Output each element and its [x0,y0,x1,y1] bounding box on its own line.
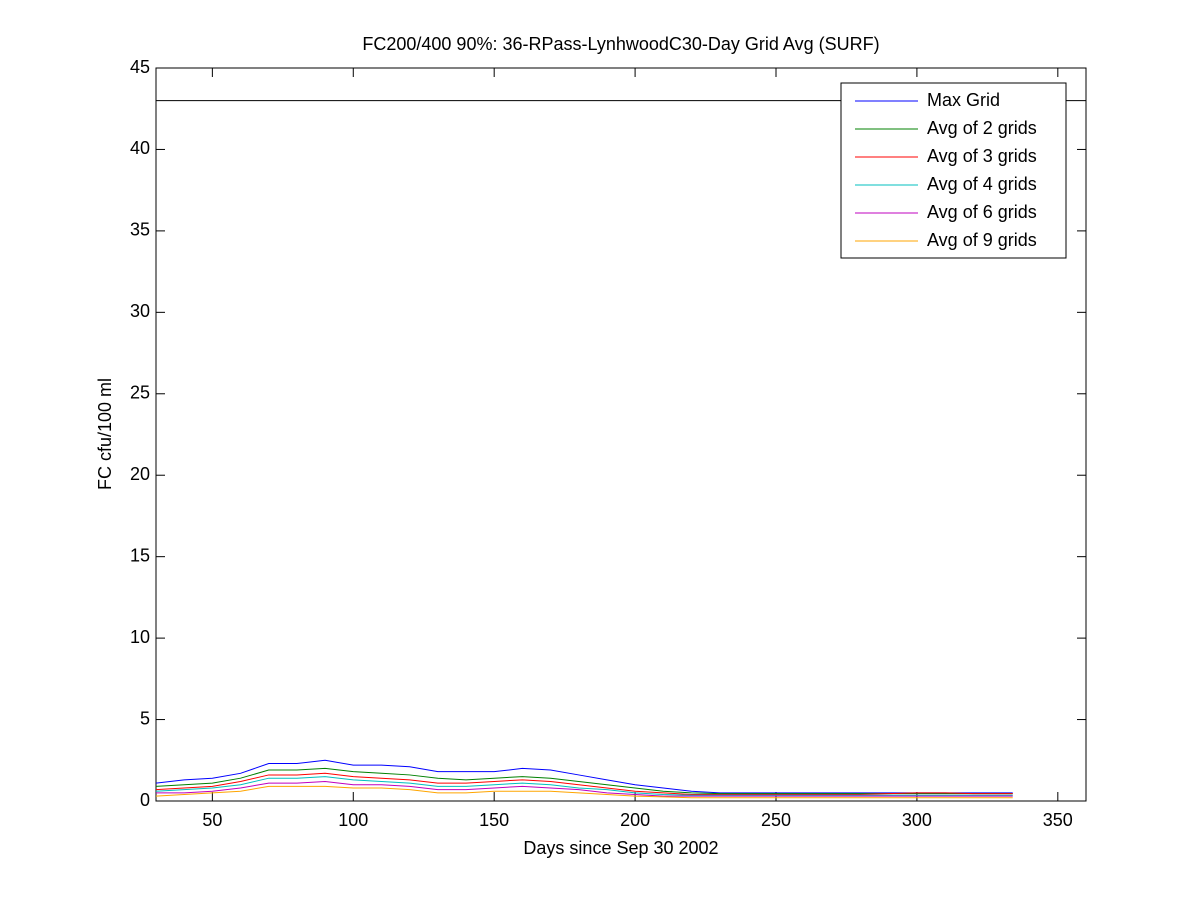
x-tick-label: 200 [620,810,650,830]
y-tick-label: 30 [130,301,150,321]
x-axis-label: Days since Sep 30 2002 [523,838,718,858]
x-tick-label: 300 [902,810,932,830]
series-line [155,772,1013,795]
x-tick-label: 250 [761,810,791,830]
legend-label: Max Grid [927,90,1000,110]
x-tick-label: 100 [338,810,368,830]
x-tick-label: 150 [479,810,509,830]
chart-title: FC200/400 90%: 36-RPass-LynhwoodC30-Day … [362,34,879,54]
legend-label: Avg of 3 grids [927,146,1037,166]
y-tick-label: 45 [130,57,150,77]
y-tick-label: 0 [140,790,150,810]
y-tick-label: 35 [130,220,150,240]
y-tick-label: 5 [140,708,150,728]
legend-label: Avg of 6 grids [927,202,1037,222]
x-tick-label: 350 [1043,810,1073,830]
series-line [155,785,1013,799]
series-line [155,759,1013,794]
series-line [155,776,1013,796]
y-axis-label: FC cfu/100 ml [95,378,115,490]
legend-label: Avg of 4 grids [927,174,1037,194]
y-tick-label: 10 [130,627,150,647]
legend-box [840,82,1067,259]
y-tick-label: 15 [130,545,150,565]
y-tick-label: 40 [130,138,150,158]
series-line [156,780,1013,797]
x-tick-label: 50 [202,810,222,830]
legend-label: Avg of 2 grids [927,118,1037,138]
legend-label: Avg of 9 grids [927,230,1037,250]
y-tick-label: 25 [130,383,150,403]
y-tick-label: 20 [130,464,150,484]
